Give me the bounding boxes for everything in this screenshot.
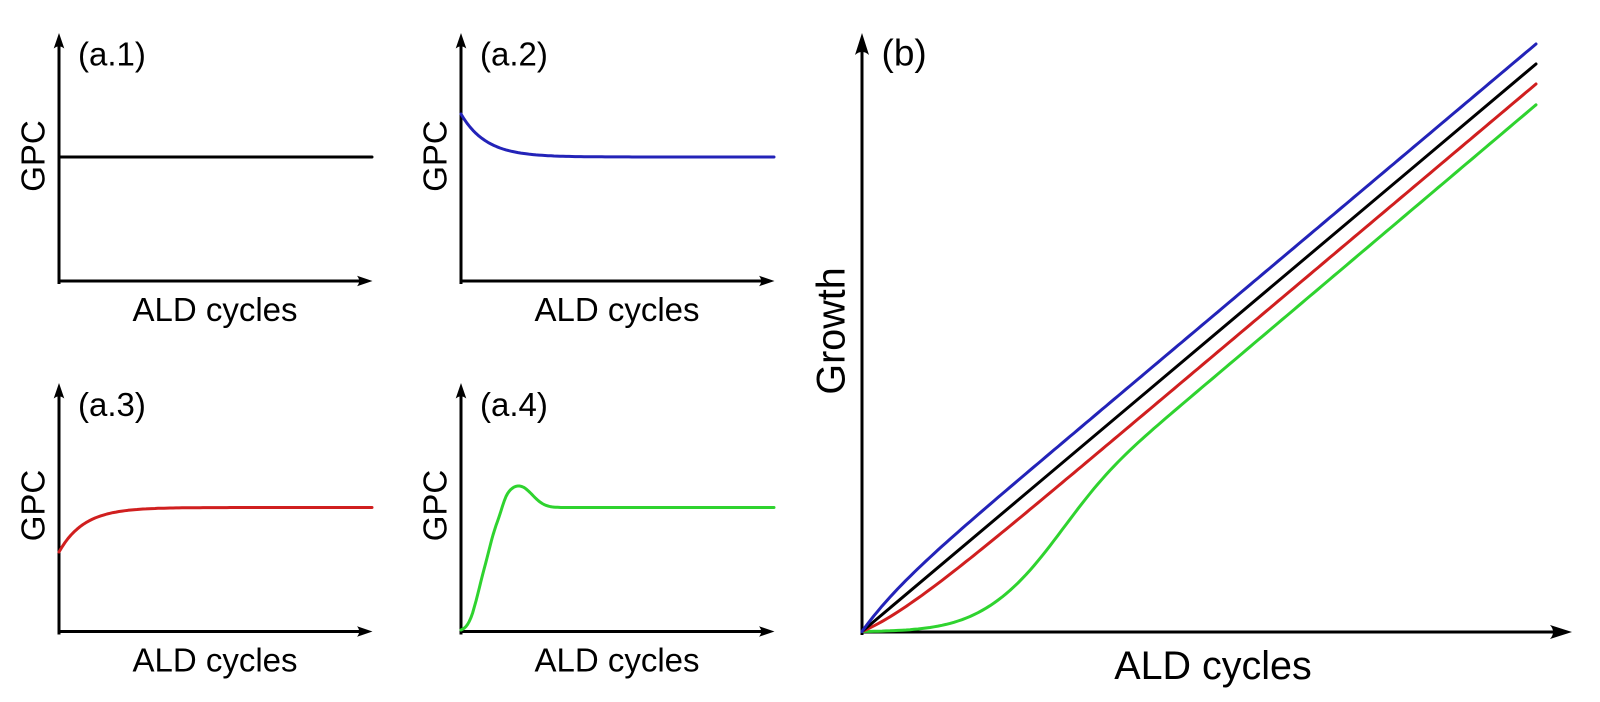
svg-text:GPC: GPC bbox=[15, 120, 52, 192]
svg-text:GPC: GPC bbox=[417, 470, 454, 542]
svg-text:ALD cycles: ALD cycles bbox=[1114, 644, 1312, 688]
svg-text:ALD cycles: ALD cycles bbox=[534, 642, 699, 679]
svg-text:GPC: GPC bbox=[417, 120, 454, 192]
svg-text:(b): (b) bbox=[882, 33, 927, 74]
svg-text:(a.1): (a.1) bbox=[78, 36, 146, 73]
svg-text:ALD cycles: ALD cycles bbox=[132, 291, 297, 328]
svg-text:(a.3): (a.3) bbox=[78, 386, 146, 423]
svg-text:Growth: Growth bbox=[810, 267, 854, 394]
svg-text:(a.2): (a.2) bbox=[480, 36, 548, 73]
svg-text:ALD cycles: ALD cycles bbox=[534, 291, 699, 328]
svg-text:GPC: GPC bbox=[15, 470, 52, 542]
svg-text:ALD cycles: ALD cycles bbox=[132, 642, 297, 679]
svg-text:(a.4): (a.4) bbox=[480, 386, 548, 423]
